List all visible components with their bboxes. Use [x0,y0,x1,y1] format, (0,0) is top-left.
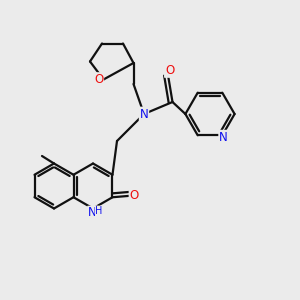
Text: O: O [94,73,103,86]
Text: N: N [88,206,97,220]
Text: O: O [165,64,174,77]
Text: O: O [130,189,139,202]
Text: H: H [95,206,103,216]
Text: N: N [219,130,228,144]
Text: N: N [140,107,148,121]
